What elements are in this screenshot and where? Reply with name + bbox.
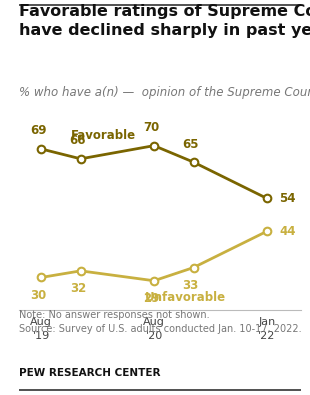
Text: 66: 66: [69, 134, 86, 147]
Text: Favorable: Favorable: [71, 129, 136, 142]
Text: PEW RESEARCH CENTER: PEW RESEARCH CENTER: [19, 369, 160, 378]
Text: Favorable ratings of Supreme Court
have declined sharply in past year: Favorable ratings of Supreme Court have …: [19, 4, 310, 38]
Text: % who have a(n) —  opinion of the Supreme Court: % who have a(n) — opinion of the Supreme…: [19, 86, 310, 99]
Text: 30: 30: [30, 289, 46, 302]
Text: 69: 69: [30, 124, 46, 137]
Text: Unfavorable: Unfavorable: [144, 291, 226, 304]
Text: 65: 65: [182, 137, 199, 150]
Text: 70: 70: [143, 121, 159, 134]
Text: 29: 29: [143, 292, 159, 305]
Text: 33: 33: [183, 279, 199, 292]
Text: 44: 44: [279, 225, 296, 238]
Text: 54: 54: [279, 192, 296, 205]
Text: 32: 32: [70, 282, 86, 295]
Text: Note: No answer responses not shown.
Source: Survey of U.S. adults conducted Jan: Note: No answer responses not shown. Sou…: [19, 310, 301, 335]
